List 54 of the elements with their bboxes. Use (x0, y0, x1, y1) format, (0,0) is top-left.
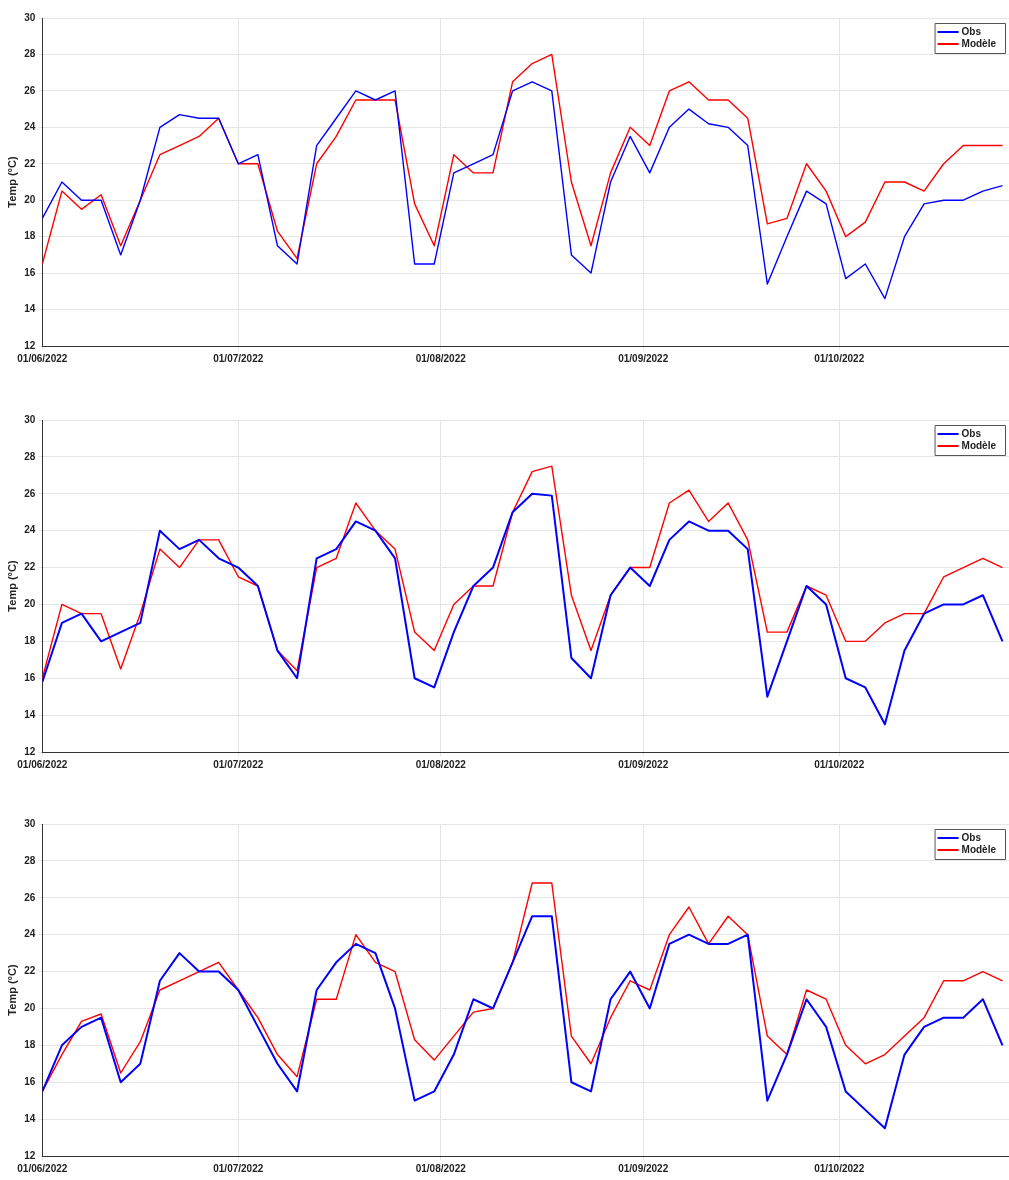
legend-label: Modèle (961, 843, 997, 855)
y-tick-label: 24 (24, 928, 36, 940)
y-tick-label: 30 (24, 11, 36, 23)
x-tick-label: 01/08/2022 (415, 352, 467, 364)
y-tick-label: 22 (24, 157, 36, 169)
y-tick-label: 16 (24, 266, 36, 278)
x-tick-label: 01/06/2022 (17, 352, 68, 364)
x-tick-label: 01/09/2022 (618, 352, 669, 364)
y-tick-label: 18 (24, 635, 36, 647)
y-tick-label: 30 (24, 817, 36, 829)
y-tick-label: 24 (24, 121, 36, 133)
x-tick-label: 01/07/2022 (213, 352, 264, 364)
x-tick-label: 01/10/2022 (814, 352, 865, 364)
x-tick-label: 01/10/2022 (814, 758, 865, 770)
y-tick-label: 14 (24, 708, 36, 720)
x-tick-label: 01/07/2022 (213, 758, 264, 770)
x-tick-label: 01/08/2022 (415, 1162, 467, 1174)
y-tick-label: 26 (24, 891, 36, 903)
x-tick-label: 01/10/2022 (814, 1162, 865, 1174)
y-tick-label: 18 (24, 1039, 36, 1051)
y-tick-label: 16 (24, 1075, 36, 1087)
y-tick-label: 22 (24, 965, 36, 977)
x-tick-label: 01/06/2022 (17, 758, 68, 770)
y-tick-label: 26 (24, 487, 36, 499)
y-tick-label: 12 (24, 1149, 36, 1161)
y-axis-title: Temp (°C) (5, 964, 18, 1016)
y-tick-label: 28 (24, 854, 36, 866)
legend-label: Modèle (961, 439, 997, 451)
legend-label: Obs (961, 427, 982, 439)
y-tick-label: 20 (24, 598, 36, 610)
y-tick-label: 12 (24, 745, 36, 757)
legend-label: Obs (961, 25, 982, 37)
legend-label: Obs (961, 831, 982, 843)
y-tick-label: 22 (24, 561, 36, 573)
x-tick-label: 01/07/2022 (213, 1162, 264, 1174)
y-tick-label: 20 (24, 1002, 36, 1014)
y-tick-label: 20 (24, 193, 36, 205)
legend-label: Modèle (961, 37, 997, 49)
y-tick-label: 18 (24, 230, 36, 242)
x-tick-label: 01/06/2022 (17, 1162, 68, 1174)
y-tick-label: 28 (24, 450, 36, 462)
y-tick-label: 14 (24, 1112, 36, 1124)
x-tick-label: 01/09/2022 (618, 1162, 669, 1174)
y-tick-label: 30 (24, 413, 36, 425)
y-tick-label: 26 (24, 84, 36, 96)
x-tick-label: 01/09/2022 (618, 758, 669, 770)
y-tick-label: 12 (24, 339, 36, 351)
y-axis-title: Temp (°C) (5, 156, 18, 208)
y-tick-label: 16 (24, 671, 36, 683)
y-axis-title: Temp (°C) (5, 560, 18, 612)
x-tick-label: 01/08/2022 (415, 758, 467, 770)
y-tick-label: 24 (24, 524, 36, 536)
y-tick-label: 28 (24, 48, 36, 60)
y-tick-label: 14 (24, 303, 36, 315)
